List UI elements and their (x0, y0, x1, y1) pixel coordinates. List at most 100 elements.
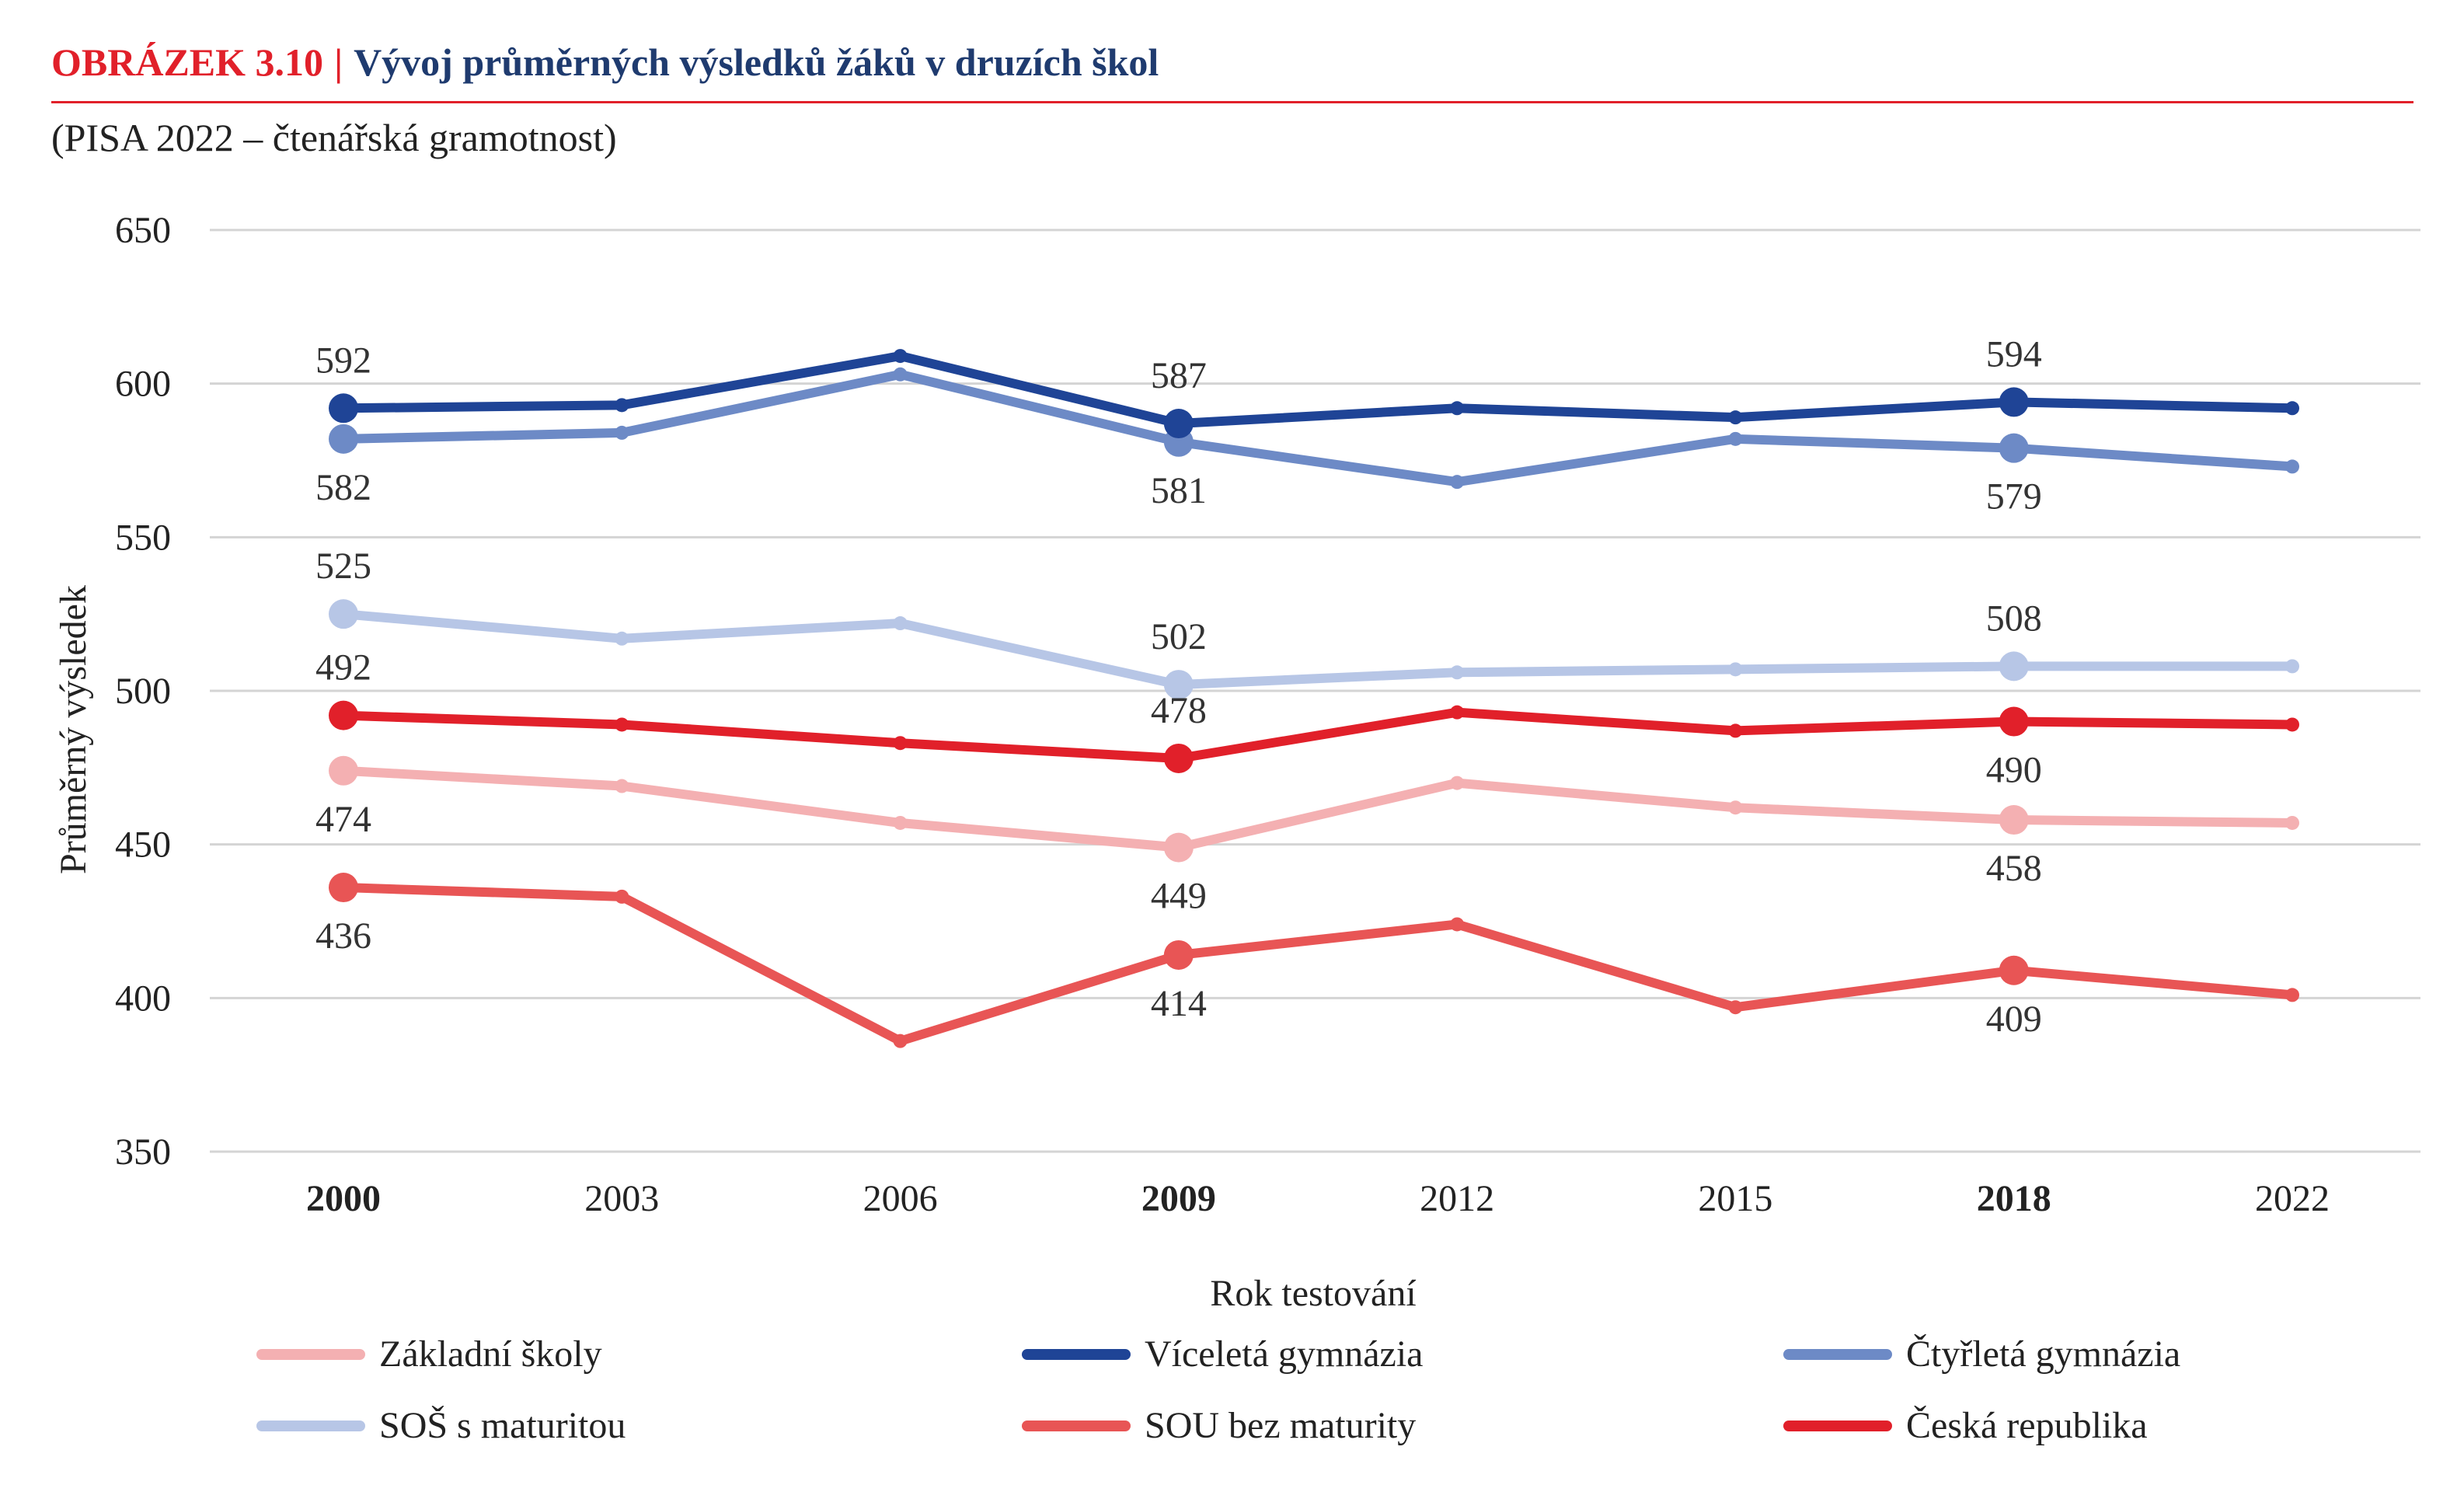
data-point--ty-let-gymn-zia-2015 (1728, 431, 1743, 446)
data-label-v-celet-gymn-zia-2018: 594 (1986, 333, 2042, 375)
legend-label-z-kladn-koly: Základní školy (379, 1333, 602, 1375)
series-line--ty-let-gymn-zia (339, 369, 2297, 487)
data-label-z-kladn-koly-2000: 474 (315, 799, 371, 840)
legend-item--esk-republika: Česká republika (1783, 1404, 2148, 1447)
title-rule (51, 101, 2413, 103)
y-tick-label-600: 600 (115, 364, 171, 405)
x-tick-label-2006: 2006 (863, 1178, 938, 1219)
data-point-v-celet-gymn-zia-2000 (329, 393, 358, 424)
legend-label-so-s-maturitou: SOŠ s maturitou (379, 1405, 626, 1446)
legend-label-v-celet-gymn-zia: Víceletá gymnázia (1145, 1333, 1424, 1375)
data-label-z-kladn-koly-2018: 458 (1986, 848, 2042, 889)
data-label-so-s-maturitou-2009: 502 (1151, 616, 1207, 657)
data-point-sou-bez-maturity-2003 (615, 889, 629, 904)
data-point-z-kladn-koly-2018 (1999, 805, 2029, 835)
data-point-z-kladn-koly-2003 (615, 779, 629, 793)
y-tick-label-350: 350 (115, 1131, 171, 1173)
data-point-so-s-maturitou-2018 (1999, 651, 2029, 682)
legend-swatch--esk-republika (1783, 1420, 1892, 1431)
data-point--ty-let-gymn-zia-2018 (1999, 433, 2029, 463)
data-point-v-celet-gymn-zia-2009 (1163, 409, 1194, 439)
legend-item-sou-bez-maturity: SOU bez maturity (1022, 1404, 1416, 1447)
data-point--esk-republika-2018 (1999, 706, 2029, 737)
series-line-v-celet-gymn-zia (339, 351, 2297, 429)
data-point-z-kladn-koly-2012 (1450, 776, 1465, 790)
x-tick-label-2015: 2015 (1698, 1178, 1772, 1219)
data-point-v-celet-gymn-zia-2003 (615, 398, 629, 413)
data-point-so-s-maturitou-2015 (1728, 662, 1743, 677)
series-line--esk-republika (339, 707, 2297, 763)
data-point-z-kladn-koly-2015 (1728, 800, 1743, 815)
x-tick-label-2003: 2003 (584, 1178, 659, 1219)
data-label-sou-bez-maturity-2000: 436 (315, 915, 371, 957)
legend-item-z-kladn-koly: Základní školy (256, 1333, 602, 1375)
chart-header: OBRÁZEK 3.10 | Vývoj průměrných výsledků ž… (51, 39, 2413, 103)
data-point-v-celet-gymn-zia-2022 (2285, 401, 2299, 416)
legend-swatch-so-s-maturitou (256, 1420, 365, 1431)
y-tick-label-550: 550 (115, 517, 171, 558)
data-label--ty-let-gymn-zia-2018: 579 (1986, 476, 2042, 518)
data-point--ty-let-gymn-zia-2006 (893, 367, 908, 382)
series-line-z-kladn-koly (339, 765, 2297, 852)
data-label--ty-let-gymn-zia-2000: 582 (315, 467, 371, 508)
data-label--esk-republika-2000: 492 (315, 647, 371, 688)
data-point-so-s-maturitou-2009 (1163, 670, 1194, 700)
data-point-sou-bez-maturity-2022 (2285, 988, 2299, 1002)
x-axis-title: Rok testování (1210, 1273, 1416, 1314)
data-point-so-s-maturitou-2003 (615, 631, 629, 646)
series-line-so-s-maturitou (339, 609, 2297, 690)
y-axis-title: Průměrný výsledek (53, 585, 94, 874)
data-point-sou-bez-maturity-2012 (1450, 917, 1465, 932)
data-point--ty-let-gymn-zia-2000 (329, 424, 358, 454)
data-point-z-kladn-koly-2006 (893, 815, 908, 830)
data-point--ty-let-gymn-zia-2003 (615, 425, 629, 440)
data-point--ty-let-gymn-zia-2012 (1450, 475, 1465, 490)
data-label-so-s-maturitou-2018: 508 (1986, 598, 2042, 639)
data-point-v-celet-gymn-zia-2015 (1728, 410, 1743, 425)
y-tick-label-400: 400 (115, 978, 171, 1019)
y-tick-label-450: 450 (115, 824, 171, 866)
data-point-z-kladn-koly-2009 (1163, 832, 1194, 863)
data-label-v-celet-gymn-zia-2009: 587 (1151, 355, 1207, 396)
data-point-sou-bez-maturity-2006 (893, 1034, 908, 1048)
x-tick-label-2018: 2018 (1977, 1178, 2051, 1219)
legend-label-sou-bez-maturity: SOU bez maturity (1145, 1405, 1417, 1446)
data-point-sou-bez-maturity-2018 (1999, 955, 2029, 985)
data-label-so-s-maturitou-2000: 525 (315, 546, 371, 587)
legend-label--ty-let-gymn-zia: Čtyřletá gymnázia (1906, 1333, 2181, 1375)
data-point-so-s-maturitou-2022 (2285, 659, 2299, 674)
data-point-sou-bez-maturity-2015 (1728, 1000, 1743, 1015)
data-point--esk-republika-2022 (2285, 717, 2299, 732)
x-tick-label-2009: 2009 (1141, 1178, 1216, 1219)
legend-swatch-sou-bez-maturity (1022, 1420, 1131, 1431)
data-label--esk-republika-2009: 478 (1151, 690, 1207, 731)
y-tick-label-500: 500 (115, 671, 171, 712)
legend-swatch--ty-let-gymn-zia (1783, 1348, 1892, 1360)
legend-item-v-celet-gymn-zia: Víceletá gymnázia (1022, 1333, 1423, 1375)
data-point--esk-republika-2006 (893, 736, 908, 751)
data-point--esk-republika-2003 (615, 717, 629, 732)
data-point--esk-republika-2000 (329, 700, 358, 730)
data-label-sou-bez-maturity-2018: 409 (1986, 999, 2042, 1040)
legend-item--ty-let-gymn-zia: Čtyřletá gymnázia (1783, 1333, 2180, 1375)
figure-label: OBRÁZEK 3.10 (51, 40, 324, 84)
series-line-sou-bez-maturity (339, 883, 2297, 1046)
data-point-so-s-maturitou-2012 (1450, 665, 1465, 680)
data-point-v-celet-gymn-zia-2018 (1999, 387, 2029, 417)
y-tick-label-650: 650 (115, 210, 171, 251)
data-point-so-s-maturitou-2000 (329, 599, 358, 629)
data-point--esk-republika-2009 (1163, 743, 1194, 773)
legend-item-so-s-maturitou: SOŠ s maturitou (256, 1404, 626, 1447)
data-label-z-kladn-koly-2009: 449 (1151, 876, 1207, 917)
data-label-v-celet-gymn-zia-2000: 592 (315, 340, 371, 381)
title-separator: | (334, 40, 343, 84)
data-point-so-s-maturitou-2006 (893, 616, 908, 631)
x-tick-label-2012: 2012 (1420, 1178, 1494, 1219)
data-point-z-kladn-koly-2000 (329, 755, 358, 786)
legend-swatch-z-kladn-koly (256, 1348, 365, 1360)
title-text: Vývoj průměrných výsledků žáků v druzích… (354, 40, 1159, 84)
x-tick-label-2022: 2022 (2255, 1178, 2330, 1219)
chart-subtitle: (PISA 2022 – čtenářská gramotnost) (51, 116, 617, 159)
data-point-v-celet-gymn-zia-2012 (1450, 401, 1465, 416)
